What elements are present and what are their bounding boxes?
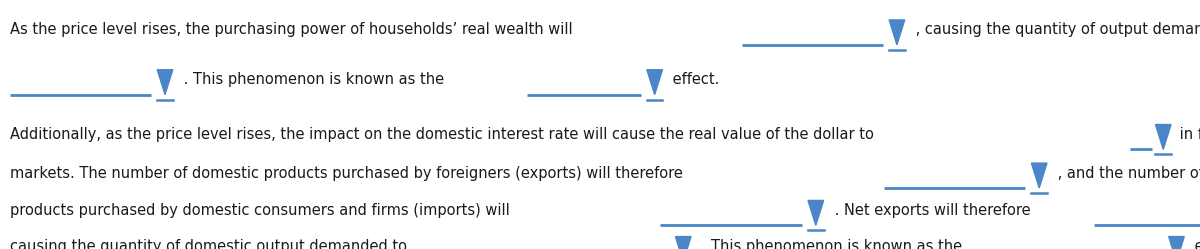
Polygon shape: [1169, 237, 1184, 249]
Polygon shape: [1031, 163, 1046, 188]
Text: effect.: effect.: [1190, 239, 1200, 249]
Polygon shape: [676, 237, 691, 249]
Text: . This phenomenon is known as the: . This phenomenon is known as the: [179, 72, 449, 87]
Text: markets. The number of domestic products purchased by foreigners (exports) will : markets. The number of domestic products…: [10, 166, 688, 181]
Polygon shape: [647, 70, 662, 95]
Text: . This phenomenon is known as the: . This phenomenon is known as the: [697, 239, 967, 249]
Polygon shape: [889, 20, 905, 45]
Text: effect.: effect.: [668, 72, 720, 87]
Text: causing the quantity of domestic output demanded to: causing the quantity of domestic output …: [10, 239, 412, 249]
Text: Additionally, as the price level rises, the impact on the domestic interest rate: Additionally, as the price level rises, …: [10, 127, 878, 142]
Polygon shape: [157, 70, 173, 95]
Polygon shape: [1156, 124, 1171, 149]
Text: As the price level rises, the purchasing power of households’ real wealth will: As the price level rises, the purchasing…: [10, 22, 577, 37]
Text: in foreign exchange: in foreign exchange: [1175, 127, 1200, 142]
Text: products purchased by domestic consumers and firms (imports) will: products purchased by domestic consumers…: [10, 203, 514, 218]
Text: . Net exports will therefore: . Net exports will therefore: [829, 203, 1034, 218]
Polygon shape: [808, 200, 823, 225]
Text: , causing the quantity of output demanded to: , causing the quantity of output demande…: [911, 22, 1200, 37]
Text: , and the number of foreign: , and the number of foreign: [1052, 166, 1200, 181]
